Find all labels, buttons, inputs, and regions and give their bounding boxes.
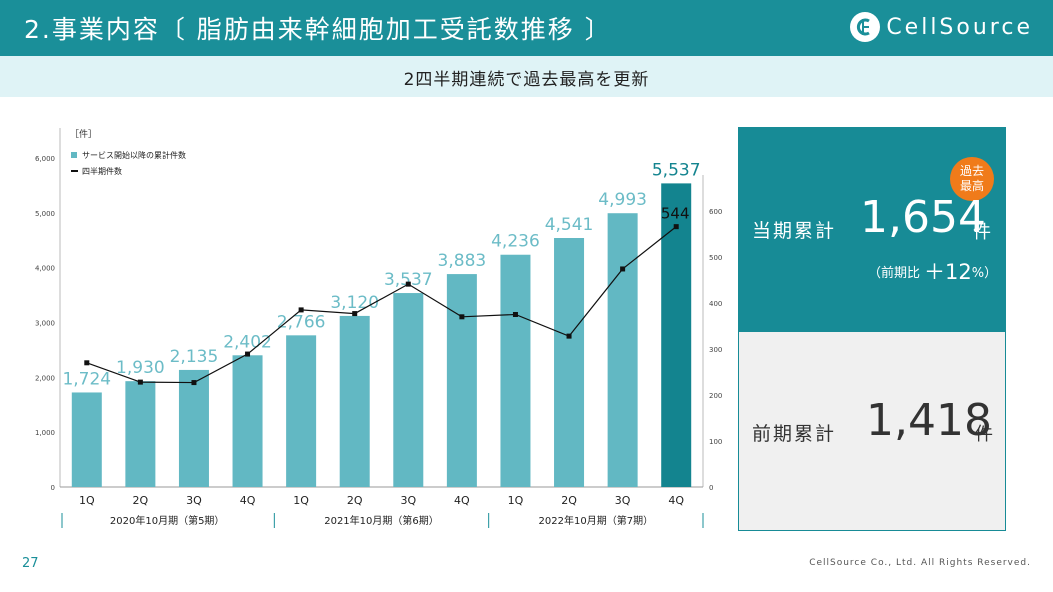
legend-line-label: 四半期件数 [82, 166, 122, 176]
current-period-unit: 件 [973, 222, 991, 243]
bar [446, 274, 477, 487]
category-label: 1Q [79, 494, 95, 507]
change-prefix: （前期比 [868, 266, 921, 281]
bar-value-label: 1,724 [62, 369, 111, 389]
line-point [459, 314, 465, 320]
right-tick-label: 200 [709, 392, 722, 400]
bar-value-label: 2,135 [170, 347, 219, 367]
category-label: 1Q [508, 494, 524, 507]
legend-bar-swatch [71, 152, 77, 158]
line-point [84, 360, 90, 366]
right-tick-label: 600 [709, 208, 722, 216]
line-point [405, 281, 411, 287]
bar-value-label: 3,120 [330, 293, 379, 313]
line-point [620, 266, 626, 272]
current-period-label: 当期累計 [752, 220, 837, 242]
bar-value-label: 2,766 [277, 312, 326, 332]
left-tick-label: 6,000 [35, 155, 55, 163]
right-tick-label: 300 [709, 346, 722, 354]
left-tick-label: 1,000 [35, 429, 55, 437]
right-tick-label: 0 [709, 484, 713, 492]
line-point [566, 333, 572, 339]
badge-line1: 過去 [959, 164, 984, 178]
record-high-badge: 過去 最高 [950, 157, 994, 201]
category-label: 3Q [400, 494, 416, 507]
group-label: 2020年10月期（第5期） [110, 514, 225, 527]
logo-text: CellSource [886, 14, 1033, 40]
previous-period-unit: 件 [975, 424, 993, 445]
line-point [352, 311, 358, 317]
bar [232, 355, 263, 487]
bar-value-label: 3,537 [384, 270, 433, 290]
year-over-year-change: （前期比 ＋12%） [868, 256, 997, 286]
bar-value-label: 2,402 [223, 332, 272, 352]
cumulative-chart: ［件］ 0 1,000 2,000 3,000 4,000 5,000 6,000 0 100 20… [35, 128, 722, 528]
line-point [245, 351, 251, 357]
cell-logo-icon [850, 12, 881, 42]
category-label: 3Q [186, 494, 202, 507]
line-point [512, 312, 518, 317]
bar [286, 335, 317, 487]
line-point [137, 379, 143, 385]
bar [500, 254, 531, 487]
left-tick-label: 2,000 [35, 374, 55, 382]
bar [125, 381, 156, 487]
company-logo: CellSource [850, 10, 1033, 44]
left-tick-label: 4,000 [35, 265, 55, 273]
line-point [191, 380, 197, 386]
badge-line2: 最高 [959, 179, 984, 193]
subheader-bar: 2四半期連続で過去最高を更新 [0, 56, 1053, 97]
category-label: 2Q [133, 494, 149, 507]
category-label: 2Q [561, 494, 577, 507]
left-tick-label: 5,000 [35, 210, 55, 218]
bar-value-label: 3,883 [438, 251, 487, 271]
bar [607, 213, 638, 487]
bar-value-label: 4,236 [491, 232, 540, 252]
line-point [298, 307, 304, 313]
copyright-text: CellSource Co., Ltd. All Rights Reserved… [809, 558, 1031, 568]
right-tick-label: 500 [709, 254, 722, 262]
bar [339, 315, 370, 487]
bar-value-label: 1,930 [116, 358, 165, 378]
quarterly-line [86, 226, 677, 384]
right-tick-label: 400 [709, 300, 722, 308]
previous-period-panel [739, 332, 1005, 530]
subheader-text: 2四半期連続で過去最高を更新 [403, 70, 650, 90]
page-title: 2.事業内容〔 脂肪由来幹細胞加工受託数推移 〕 [24, 15, 612, 44]
category-label: 3Q [615, 494, 631, 507]
legend-bar-label: サービス開始以降の累計件数 [82, 150, 186, 160]
group-label: 2022年10月期（第7期） [539, 514, 654, 527]
bar [71, 392, 102, 487]
change-value: ＋12 [924, 260, 972, 284]
bar-value-label: 4,541 [545, 215, 594, 235]
category-label: 4Q [668, 494, 684, 507]
group-label: 2021年10月期（第6期） [324, 514, 439, 527]
bar [178, 369, 209, 487]
current-period-value: 1,654 [860, 192, 986, 243]
right-tick-label: 100 [709, 438, 722, 446]
bar [393, 293, 424, 487]
change-suffix: %） [971, 266, 998, 281]
left-tick-label: 0 [51, 484, 55, 492]
category-label: 4Q [454, 494, 470, 507]
bar-value-label: 5,537 [652, 160, 701, 180]
left-tick-label: 3,000 [35, 320, 55, 328]
bar-value-label: 4,993 [598, 190, 647, 210]
line-last-value-label: 544 [661, 205, 690, 223]
category-label: 2Q [347, 494, 363, 507]
category-label: 4Q [240, 494, 256, 507]
header-bar: 2.事業内容〔 脂肪由来幹細胞加工受託数推移 〕 CellSource [0, 0, 1053, 56]
bar [554, 238, 585, 487]
unit-label: ［件］ [70, 128, 97, 140]
previous-period-value: 1,418 [866, 395, 992, 446]
page-number: 27 [22, 556, 39, 571]
category-label: 1Q [293, 494, 309, 507]
previous-period-label: 前期累計 [752, 423, 837, 445]
line-point [673, 224, 679, 230]
